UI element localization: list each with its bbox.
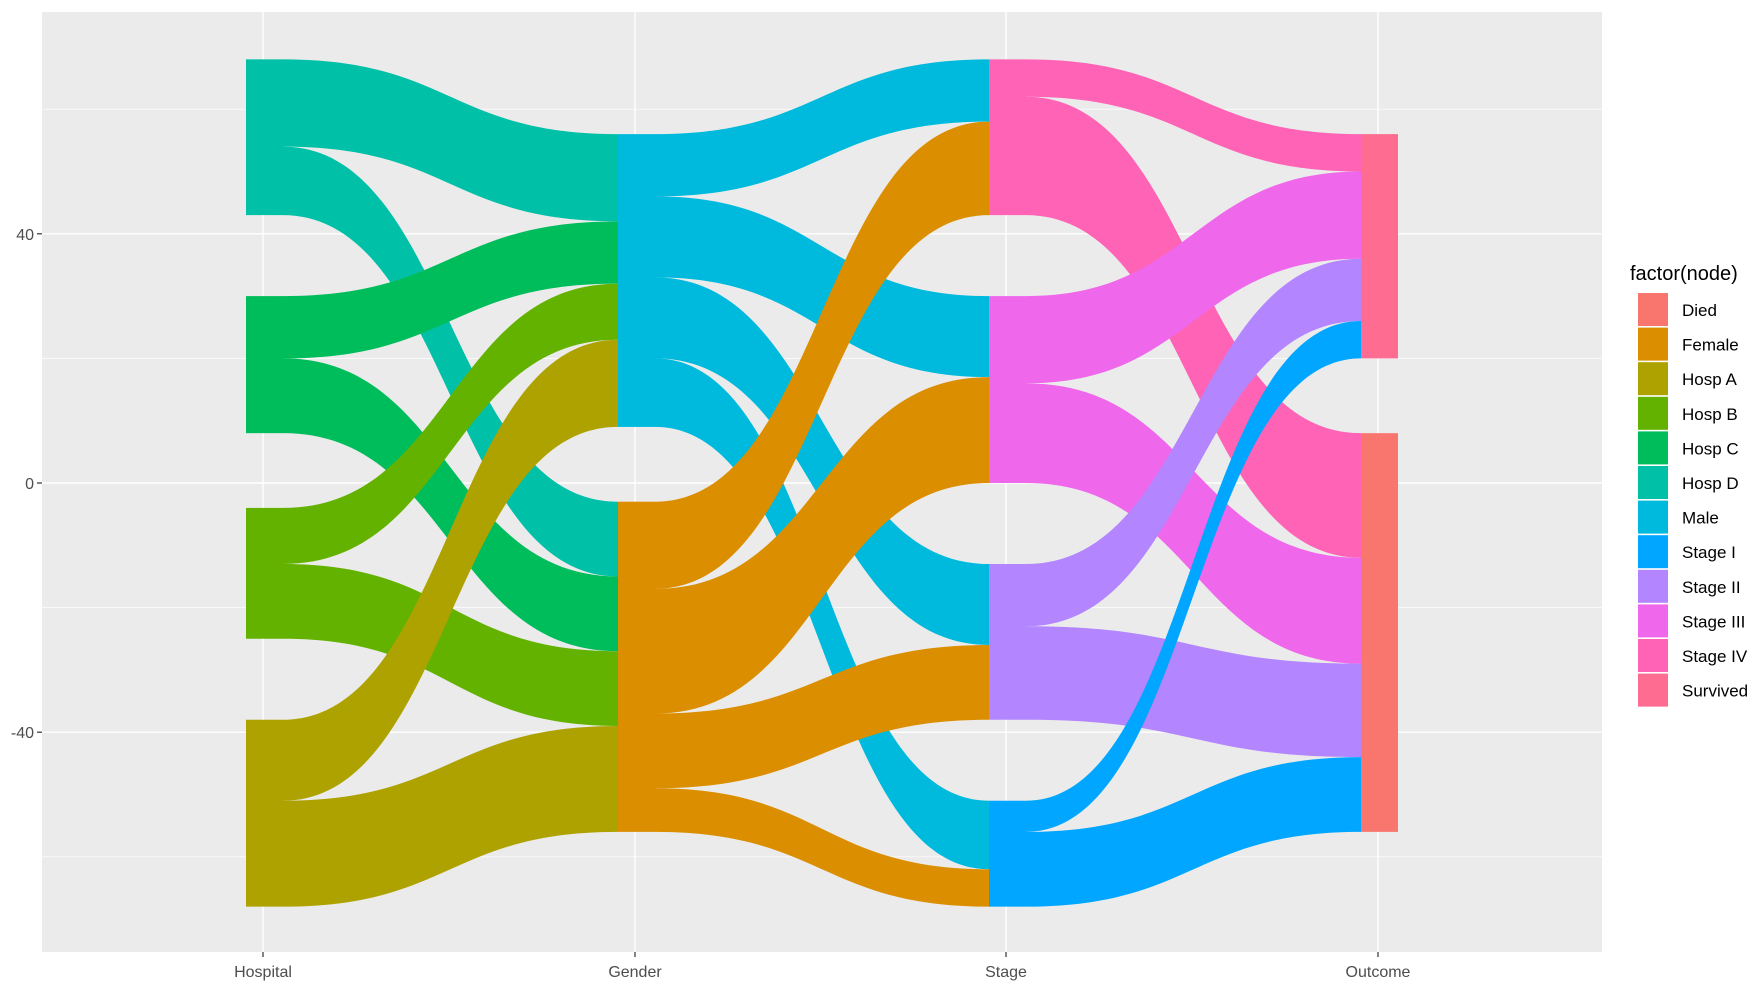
flow-band [1026, 626, 1361, 758]
y-tick-label: 0 [25, 476, 34, 493]
legend-swatch [1638, 673, 1668, 707]
flows [283, 59, 1361, 907]
flow-band [1026, 59, 1361, 172]
legend-swatch [1638, 500, 1668, 534]
legend-swatch [1638, 466, 1668, 499]
legend-label: Stage IV [1682, 647, 1748, 666]
flow-band [283, 283, 618, 564]
x-axis: Hospital Gender Stage Outcome [234, 952, 1411, 981]
legend-label: Stage II [1682, 578, 1741, 597]
y-axis: -40 0 40 [11, 227, 42, 742]
legend-label: Stage I [1682, 543, 1736, 562]
node-bar [989, 59, 1026, 216]
flow-band [655, 358, 989, 870]
x-tick-label: Gender [608, 964, 662, 981]
legend-swatch [1638, 327, 1668, 361]
flow-band [283, 725, 618, 907]
flow-band [1026, 321, 1361, 832]
node-bar [246, 59, 283, 216]
flow-band [655, 59, 989, 197]
legend-label: Female [1682, 336, 1739, 355]
legend-title: factor(node) [1630, 263, 1738, 285]
node-bar [246, 719, 283, 907]
flow-band [655, 644, 989, 789]
node-bar [618, 134, 655, 427]
flow-band [283, 146, 618, 577]
legend-swatch [1638, 293, 1668, 326]
flow-band [283, 358, 618, 652]
legend-swatch [1638, 639, 1668, 672]
y-tick-label: 40 [16, 227, 34, 244]
node-bar [1361, 134, 1398, 359]
flow-band [283, 59, 618, 222]
flow-band [655, 196, 989, 378]
flow-band [655, 377, 989, 714]
legend-label: Male [1682, 509, 1719, 528]
y-tick-label: -40 [11, 725, 34, 742]
node-bar [246, 296, 283, 434]
flow-band [1026, 258, 1361, 627]
legend-swatch [1638, 362, 1668, 396]
node-bar [246, 507, 283, 639]
flow-band [1026, 171, 1361, 384]
flow-band [655, 277, 989, 645]
flow-band [1026, 96, 1361, 558]
flow-band [655, 121, 989, 589]
flow-band [283, 221, 618, 359]
legend-swatch [1638, 569, 1668, 603]
node-bar [618, 501, 655, 832]
flow-band [1026, 383, 1361, 664]
legend-label: Survived [1682, 682, 1748, 701]
flow-band [655, 788, 989, 907]
legend-label: Hosp C [1682, 439, 1739, 458]
legend-label: Hosp A [1682, 370, 1737, 389]
legend: factor(node) Died Female Hosp A Hosp B Hosp … [1630, 263, 1748, 707]
node-bar [1361, 433, 1398, 832]
node-bar [989, 563, 1026, 720]
legend-label: Hosp B [1682, 405, 1738, 424]
legend-swatch [1638, 396, 1668, 430]
legend-label: Hosp D [1682, 474, 1739, 493]
legend-label: Died [1682, 301, 1717, 320]
legend-swatch [1638, 604, 1668, 638]
flow-band [283, 563, 618, 726]
flow-band [283, 339, 618, 801]
node-bar [989, 800, 1026, 907]
nodes [246, 59, 1398, 907]
legend-label: Stage III [1682, 612, 1745, 631]
x-tick-label: Hospital [234, 964, 292, 981]
x-tick-label: Outcome [1346, 964, 1411, 981]
legend-swatch [1638, 431, 1668, 465]
node-bar [989, 296, 1026, 483]
legend-swatch [1638, 535, 1668, 569]
x-tick-label: Stage [985, 964, 1027, 981]
flow-band [1026, 757, 1361, 907]
